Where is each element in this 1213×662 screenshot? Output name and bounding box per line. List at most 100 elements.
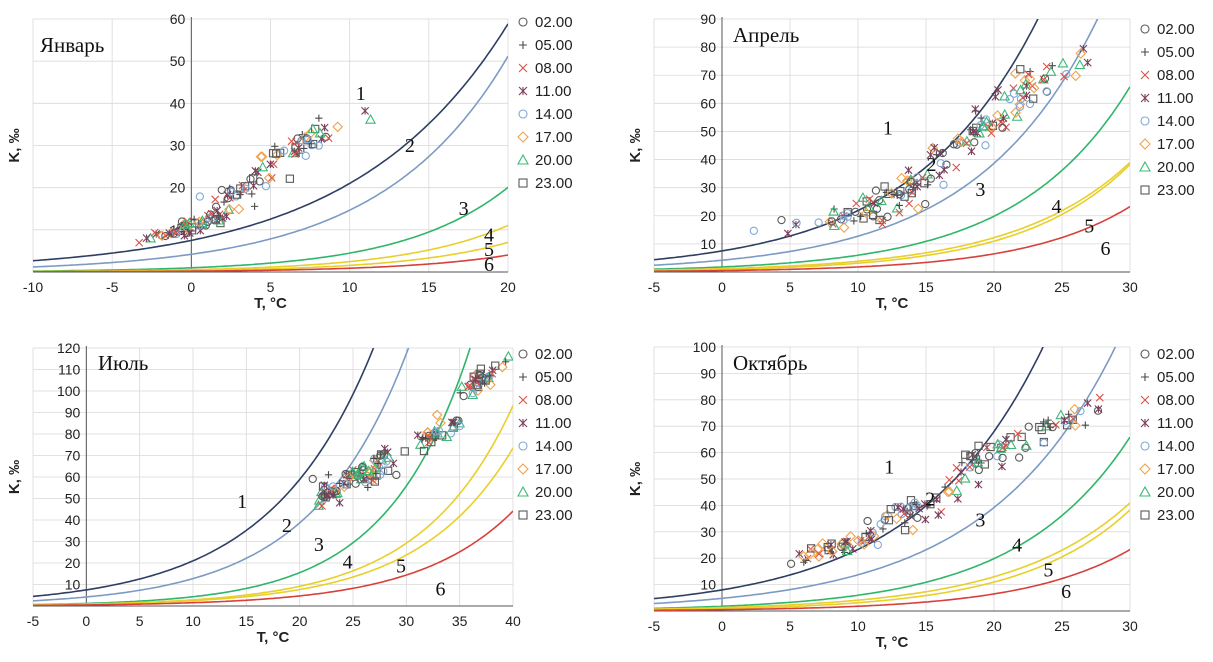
data-point xyxy=(400,447,409,456)
data-point xyxy=(341,469,350,479)
y-tick-label: 30 xyxy=(700,524,716,540)
data-point xyxy=(1021,443,1030,452)
legend-marker xyxy=(518,86,528,96)
data-point xyxy=(351,479,360,488)
curve-6 xyxy=(33,510,513,606)
y-tick-label: 40 xyxy=(170,95,186,111)
curve-label-5: 5 xyxy=(1043,560,1053,582)
data-point xyxy=(876,519,885,529)
data-point xyxy=(475,369,484,378)
x-tick-label: 35 xyxy=(452,613,468,629)
data-point xyxy=(866,526,875,535)
curve-label-6: 6 xyxy=(435,578,445,600)
data-point xyxy=(211,215,220,224)
data-point xyxy=(777,215,786,225)
data-point xyxy=(279,146,289,155)
curve-4 xyxy=(654,161,1130,271)
x-tick-label: 10 xyxy=(342,279,358,295)
y-tick-label: 100 xyxy=(693,339,717,355)
data-point xyxy=(857,212,865,220)
data-point xyxy=(241,184,250,193)
data-point xyxy=(464,382,473,391)
legend-label: 02.00 xyxy=(1157,21,1195,38)
data-point xyxy=(904,503,914,512)
data-point xyxy=(944,486,955,497)
data-point xyxy=(332,121,344,133)
data-point xyxy=(491,361,500,370)
data-point xyxy=(891,502,900,512)
data-point xyxy=(999,108,1011,119)
data-point xyxy=(783,229,792,238)
data-point xyxy=(942,486,954,498)
data-point xyxy=(418,435,426,443)
legend-label: 11.00 xyxy=(535,415,571,432)
data-point xyxy=(843,212,852,221)
data-point xyxy=(1094,405,1103,414)
x-tick-label: 20 xyxy=(986,279,1002,295)
data-point xyxy=(972,456,984,467)
data-point xyxy=(959,472,971,483)
curve-3 xyxy=(33,186,508,272)
y-tick-label: 110 xyxy=(58,362,81,378)
data-point xyxy=(905,509,914,518)
data-point xyxy=(920,179,929,188)
data-point xyxy=(165,229,174,238)
curve-2 xyxy=(33,55,508,268)
data-point xyxy=(142,234,151,243)
data-point xyxy=(965,463,974,471)
data-point xyxy=(952,163,961,172)
data-point xyxy=(1136,36,1143,43)
x-tick-label: 20 xyxy=(986,618,1002,634)
legend-marker xyxy=(1141,373,1149,381)
data-point xyxy=(248,190,256,198)
curve-2 xyxy=(33,348,410,602)
data-point xyxy=(179,218,191,229)
legend-marker xyxy=(1139,160,1151,172)
legend-marker xyxy=(1139,485,1151,497)
curve-label-3: 3 xyxy=(459,198,469,220)
data-point xyxy=(383,466,393,475)
data-point xyxy=(1055,409,1067,420)
data-point xyxy=(880,182,889,191)
x-tick-label: 20 xyxy=(292,613,308,629)
data-point xyxy=(965,463,975,472)
data-point xyxy=(886,188,897,199)
curve-label-5: 5 xyxy=(1084,216,1094,238)
data-point xyxy=(361,106,370,115)
x-tick-label: 0 xyxy=(718,279,726,295)
data-point xyxy=(324,134,333,143)
data-point xyxy=(1013,429,1022,438)
data-point xyxy=(266,160,275,169)
panel-title: Апрель xyxy=(733,23,799,47)
legend-label: 08.00 xyxy=(535,60,573,77)
data-point xyxy=(939,180,948,189)
legend-marker xyxy=(1139,463,1151,475)
data-point xyxy=(918,173,927,182)
x-tick-label: 5 xyxy=(786,279,794,295)
y-tick-label: 20 xyxy=(700,550,716,566)
data-point xyxy=(852,535,864,546)
x-tick-label: 15 xyxy=(421,279,437,295)
x-tick-label: 30 xyxy=(1122,618,1138,634)
curve-label-2: 2 xyxy=(925,488,935,510)
data-point xyxy=(992,110,1003,121)
data-point xyxy=(884,516,894,525)
data-point xyxy=(236,190,244,199)
y-axis-title: K, ‰ xyxy=(627,462,644,496)
legend-marker xyxy=(519,373,527,381)
curve-label-5: 5 xyxy=(396,556,406,578)
x-tick-label: -5 xyxy=(27,613,40,629)
scatter-points xyxy=(786,393,1104,568)
data-point xyxy=(971,105,980,114)
gridlines xyxy=(653,346,1131,612)
data-point xyxy=(980,460,989,469)
y-tick-label: 40 xyxy=(700,152,716,168)
curve-label-1: 1 xyxy=(237,491,247,513)
data-point xyxy=(1009,89,1019,98)
data-point xyxy=(961,450,970,459)
data-point xyxy=(256,151,268,162)
curve-label-3: 3 xyxy=(314,534,324,556)
data-point xyxy=(447,422,459,432)
legend-marker xyxy=(517,153,529,165)
data-point xyxy=(956,136,968,148)
